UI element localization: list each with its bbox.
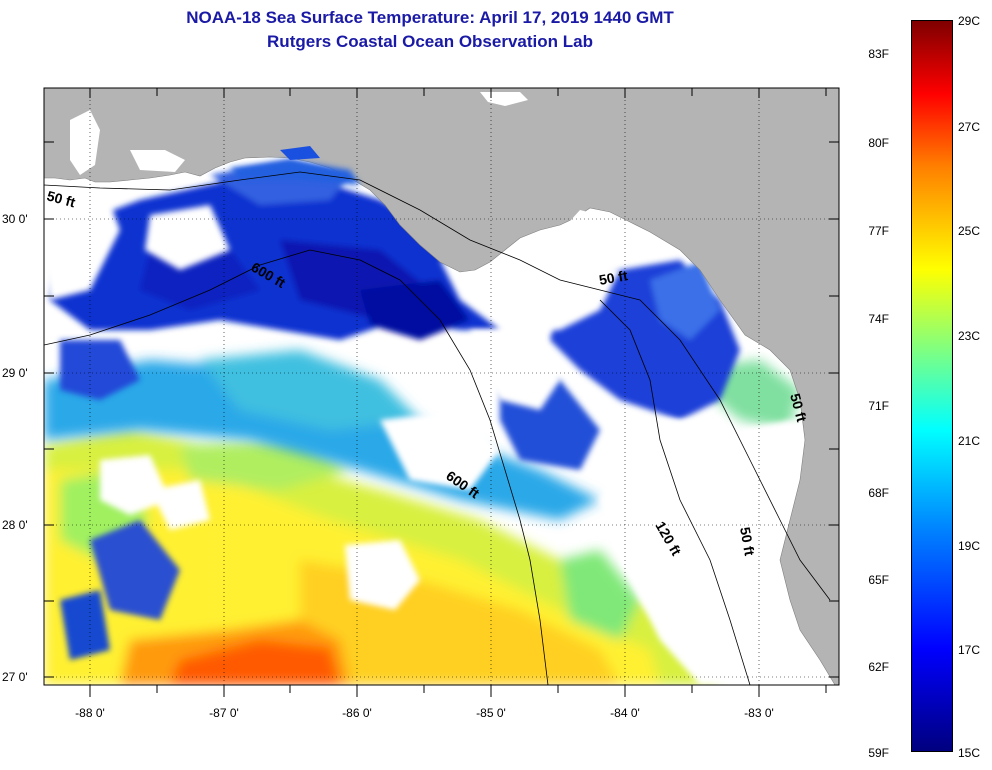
cloud-cover: [44, 175, 839, 685]
axis-ticks: [44, 88, 839, 697]
contour-label: 50 ft: [598, 267, 629, 288]
colorbar-f-label: 68F: [868, 486, 889, 500]
colorbar-c-label: 15C: [958, 746, 981, 760]
bay-cold-patch: [280, 146, 320, 160]
lat-lon-grid: [44, 88, 839, 685]
pensacola-bay: [130, 150, 185, 172]
temperature-colorbar: [911, 20, 953, 752]
colorbar-c-label: 23C: [958, 329, 981, 343]
lat-label: 27 0': [2, 670, 28, 684]
land-mass: [44, 88, 839, 685]
lon-label: -88 0': [75, 706, 105, 720]
inland-lake: [480, 92, 528, 106]
colorbar-f-label: 59F: [868, 746, 889, 760]
lon-label: -86 0': [342, 706, 372, 720]
map-frame: [43, 87, 840, 686]
apalachee-bay: [560, 210, 600, 245]
contour-label: 50 ft: [45, 187, 77, 210]
lon-label: -83 0': [744, 706, 774, 720]
colorbar-c-label: 29C: [958, 14, 981, 28]
contour-label: 50 ft: [737, 526, 758, 557]
lon-label: -87 0': [209, 706, 239, 720]
colorbar-f-label: 74F: [868, 312, 889, 326]
colorbar-f-label: 83F: [868, 47, 889, 61]
colorbar-f-label: 65F: [868, 573, 889, 587]
colorbar-c-label: 21C: [958, 434, 981, 448]
colorbar-f-label: 80F: [868, 136, 889, 150]
lat-label: 30 0': [2, 212, 28, 226]
contour-label: 50 ft: [787, 392, 810, 424]
colorbar-f-label: 77F: [868, 224, 889, 238]
lat-label: 29 0': [2, 366, 28, 380]
map-title: NOAA-18 Sea Surface Temperature: April 1…: [186, 8, 674, 27]
colorbar-f-label: 71F: [868, 399, 889, 413]
colorbar-f-label: 62F: [868, 660, 889, 674]
lat-label: 28 0': [2, 518, 28, 532]
map-subtitle: Rutgers Coastal Ocean Observation Lab: [267, 32, 593, 51]
colorbar-c-label: 25C: [958, 224, 981, 238]
colorbar-c-label: 27C: [958, 120, 981, 134]
colorbar-c-label: 17C: [958, 643, 981, 657]
mobile-bay: [70, 110, 100, 175]
lon-label: -84 0': [610, 706, 640, 720]
bathymetry-contours: [44, 171, 831, 685]
colorbar-c-label: 19C: [958, 539, 981, 553]
sst-cold-region: [50, 160, 740, 660]
lon-label: -85 0': [476, 706, 506, 720]
